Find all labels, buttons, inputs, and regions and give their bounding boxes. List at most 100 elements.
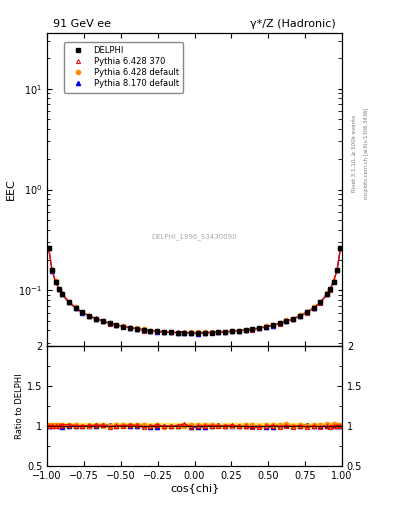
Pythia 8.170 default	[148, 328, 152, 334]
Pythia 8.170 default	[141, 327, 146, 333]
Pythia 8.170 default	[182, 330, 187, 336]
Pythia 6.428 370	[134, 326, 139, 332]
Pythia 6.428 370	[335, 267, 340, 273]
Y-axis label: EEC: EEC	[6, 179, 16, 200]
Pythia 6.428 370	[305, 310, 309, 316]
DELPHI	[87, 313, 92, 319]
DELPHI	[223, 329, 228, 335]
Pythia 8.170 default	[80, 310, 84, 316]
Pythia 6.428 370	[148, 328, 152, 334]
DELPHI	[335, 267, 340, 273]
Pythia 6.428 default	[155, 328, 160, 334]
Pythia 6.428 default	[230, 328, 234, 334]
Pythia 8.170 default	[162, 329, 166, 335]
DELPHI	[328, 286, 332, 292]
Pythia 6.428 default	[121, 323, 125, 329]
Pythia 6.428 370	[162, 329, 166, 335]
Pythia 8.170 default	[335, 267, 340, 273]
DELPHI	[209, 330, 214, 336]
Pythia 6.428 370	[175, 329, 180, 335]
Pythia 8.170 default	[328, 286, 332, 292]
Pythia 6.428 370	[73, 305, 78, 311]
Pythia 6.428 default	[114, 322, 119, 328]
DELPHI	[325, 291, 330, 297]
DELPHI	[318, 299, 323, 305]
DELPHI	[141, 327, 146, 333]
DELPHI	[168, 329, 173, 335]
DELPHI	[243, 327, 248, 333]
Pythia 6.428 default	[277, 319, 282, 326]
DELPHI	[128, 325, 132, 331]
Pythia 8.170 default	[100, 318, 105, 324]
Pythia 6.428 default	[168, 329, 173, 335]
Pythia 8.170 default	[318, 299, 323, 305]
Pythia 6.428 default	[189, 329, 193, 335]
Pythia 8.170 default	[298, 313, 302, 319]
Pythia 6.428 370	[100, 318, 105, 324]
Pythia 8.170 default	[155, 329, 160, 335]
DELPHI	[107, 320, 112, 326]
Pythia 6.428 370	[338, 245, 343, 251]
DELPHI	[264, 324, 268, 330]
DELPHI	[189, 330, 193, 336]
DELPHI	[338, 245, 343, 251]
Pythia 6.428 370	[53, 279, 58, 285]
Pythia 6.428 default	[141, 326, 146, 332]
Pythia 8.170 default	[237, 328, 241, 334]
Pythia 6.428 370	[189, 330, 193, 336]
Pythia 6.428 default	[250, 326, 255, 332]
Pythia 6.428 370	[94, 315, 98, 322]
Line: Pythia 6.428 370: Pythia 6.428 370	[46, 246, 343, 335]
Pythia 6.428 370	[107, 321, 112, 327]
Pythia 8.170 default	[128, 325, 132, 331]
Pythia 6.428 default	[223, 329, 228, 335]
DELPHI	[148, 328, 152, 334]
Pythia 6.428 default	[107, 320, 112, 326]
DELPHI	[50, 267, 54, 273]
Pythia 6.428 default	[237, 328, 241, 334]
DELPHI	[216, 329, 221, 335]
Pythia 8.170 default	[243, 327, 248, 333]
Pythia 6.428 default	[50, 267, 54, 273]
Pythia 6.428 default	[311, 304, 316, 310]
DELPHI	[162, 329, 166, 335]
Pythia 6.428 default	[73, 304, 78, 310]
Legend: DELPHI, Pythia 6.428 370, Pythia 6.428 default, Pythia 8.170 default: DELPHI, Pythia 6.428 370, Pythia 6.428 d…	[64, 42, 183, 93]
Pythia 6.428 default	[318, 298, 323, 305]
Pythia 6.428 370	[277, 321, 282, 327]
Pythia 6.428 default	[338, 245, 343, 251]
Pythia 6.428 370	[328, 286, 332, 292]
Pythia 6.428 370	[87, 312, 92, 318]
Pythia 8.170 default	[134, 326, 139, 332]
Pythia 8.170 default	[50, 268, 54, 274]
DELPHI	[202, 330, 207, 336]
Pythia 6.428 370	[80, 309, 84, 315]
Text: mcplots.cern.ch [arXiv:1306.3436]: mcplots.cern.ch [arXiv:1306.3436]	[364, 108, 369, 199]
Pythia 6.428 370	[66, 298, 71, 305]
Pythia 6.428 default	[284, 317, 289, 324]
DELPHI	[121, 324, 125, 330]
Pythia 6.428 370	[182, 329, 187, 335]
Pythia 8.170 default	[311, 305, 316, 311]
Text: DELPHI_1996_S3430090: DELPHI_1996_S3430090	[152, 233, 237, 240]
DELPHI	[134, 326, 139, 332]
Text: Rivet 3.1.10, ≥ 500k events: Rivet 3.1.10, ≥ 500k events	[352, 115, 357, 192]
Pythia 6.428 default	[335, 267, 340, 273]
Pythia 6.428 370	[121, 324, 125, 330]
DELPHI	[237, 328, 241, 334]
Pythia 8.170 default	[202, 330, 207, 336]
Pythia 8.170 default	[196, 331, 200, 337]
DELPHI	[291, 316, 296, 322]
Pythia 6.428 default	[57, 286, 61, 292]
Pythia 8.170 default	[107, 320, 112, 326]
Pythia 8.170 default	[46, 245, 51, 251]
Pythia 6.428 370	[209, 329, 214, 335]
Pythia 6.428 370	[216, 329, 221, 335]
Pythia 6.428 default	[53, 279, 58, 285]
Pythia 6.428 370	[128, 324, 132, 330]
Pythia 6.428 default	[257, 325, 261, 331]
Pythia 6.428 370	[318, 300, 323, 306]
Pythia 8.170 default	[59, 291, 64, 297]
Pythia 6.428 default	[298, 312, 302, 318]
Pythia 8.170 default	[331, 278, 336, 284]
